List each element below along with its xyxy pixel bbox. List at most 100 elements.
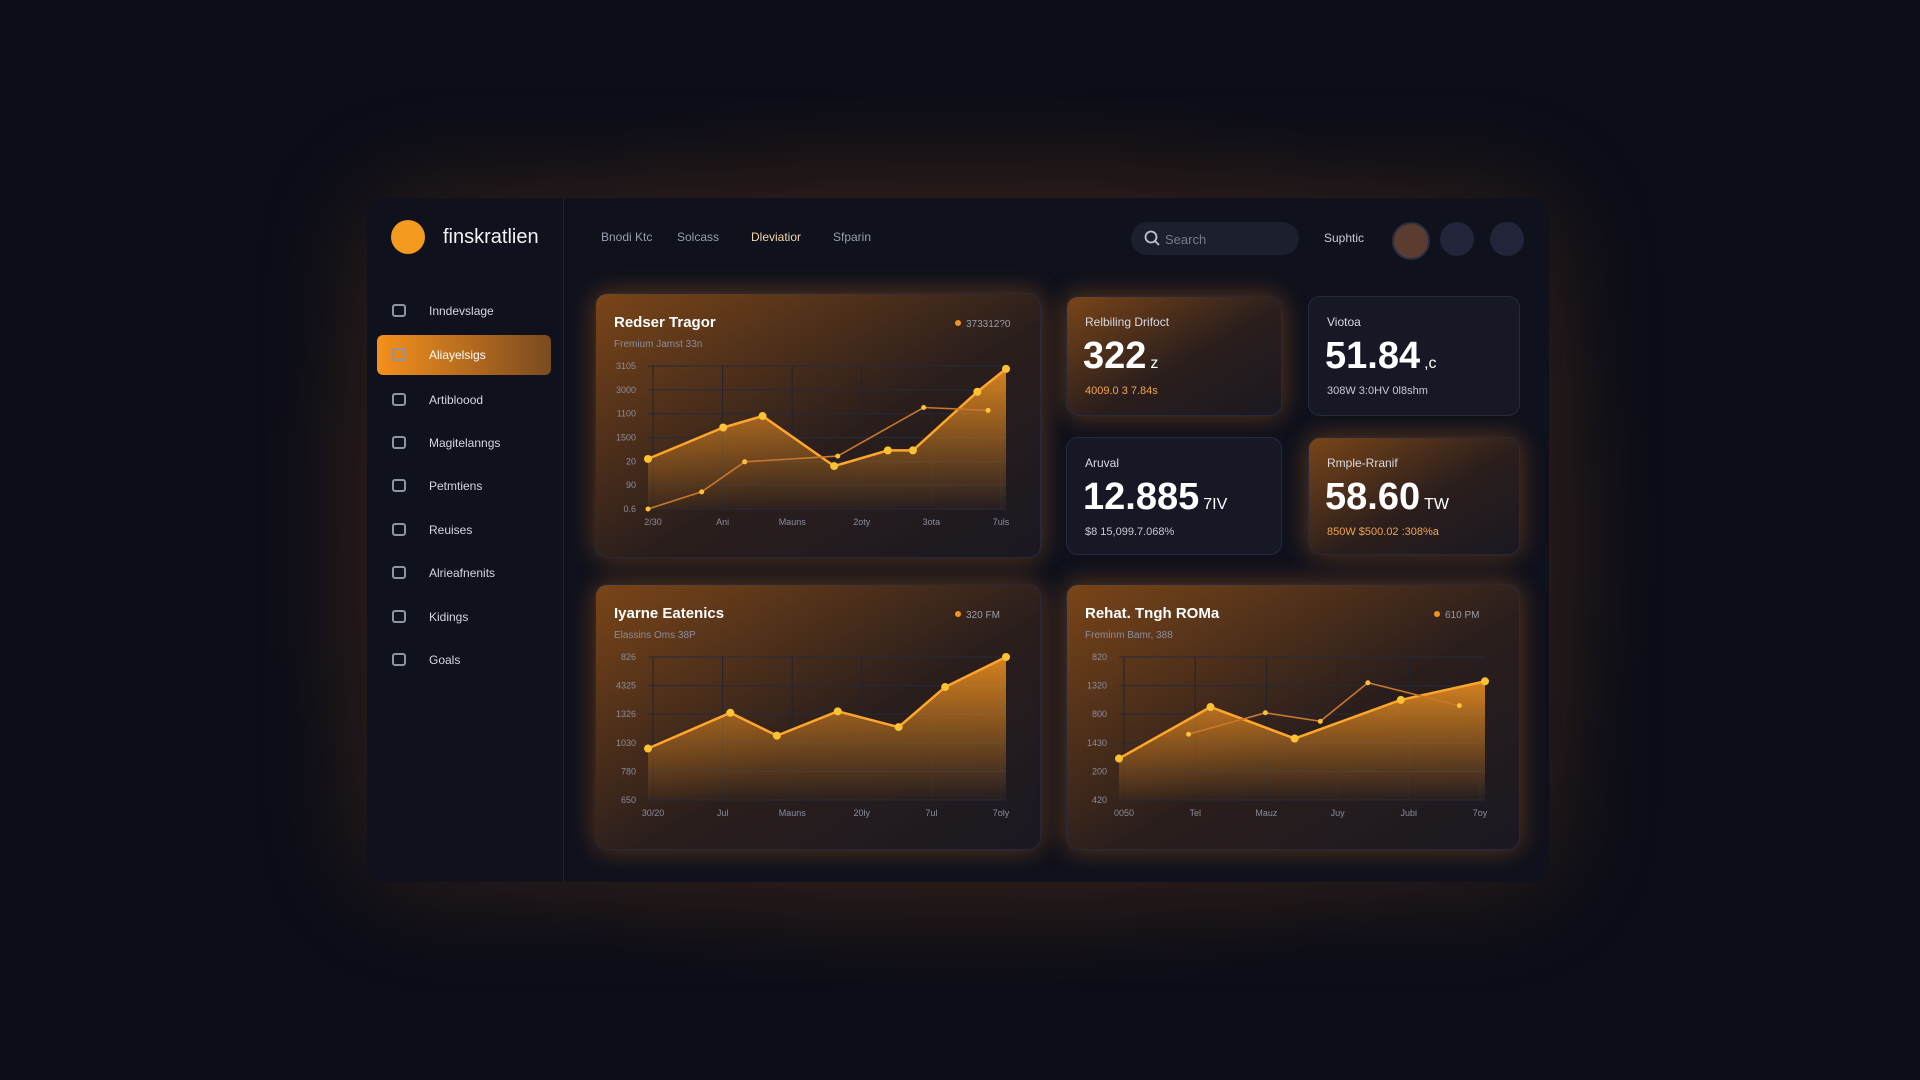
line (647, 367, 1007, 468)
x-tick-label: 0050 (1114, 808, 1134, 818)
chart-subtitle: Elassins Oms 38P (614, 630, 696, 641)
tab[interactable]: Bnodi Ktc (601, 230, 653, 244)
nav-icon (392, 479, 406, 492)
nav-icon (392, 653, 406, 666)
nav-item[interactable]: Alrieafnenits (377, 553, 551, 593)
point (1262, 710, 1268, 716)
chart: Iyarne Eatenics Elassins Oms 38P 320 FM 826… (614, 605, 1010, 818)
y-tick-label: 0.6 (623, 504, 636, 514)
brand: finskratlien (443, 226, 539, 248)
y-tick-label: 90 (626, 480, 636, 490)
user-name[interactable]: Suphtic (1324, 231, 1365, 245)
nav-item[interactable]: Reuises (377, 510, 551, 550)
y-tick-label: 820 (1092, 652, 1107, 662)
y-tick-label: 420 (1092, 795, 1107, 805)
search[interactable]: Search (1131, 222, 1299, 255)
legend-label: 320 FM (966, 610, 1000, 621)
nav-label: Petmtiens (429, 479, 483, 493)
search-icon (1144, 230, 1160, 246)
point (921, 404, 927, 410)
x-tick-label: Ani (716, 517, 729, 527)
point (645, 506, 651, 512)
nav-item[interactable]: Kidings (377, 597, 551, 637)
x-tick-label: Jul (717, 808, 729, 818)
nav-item[interactable]: Goals (377, 640, 551, 680)
point (1002, 653, 1010, 661)
point (973, 387, 982, 396)
line (647, 406, 989, 510)
point (699, 489, 705, 495)
point (1396, 695, 1405, 704)
stat-value: 51.84 ,c (1325, 335, 1437, 378)
search-placeholder: Search (1165, 232, 1207, 247)
y-tick-label: 3000 (616, 385, 636, 395)
logo (391, 220, 425, 254)
nav-icon (392, 610, 406, 623)
point (830, 462, 839, 471)
point (941, 683, 950, 692)
point (883, 446, 892, 455)
notification-button[interactable] (1440, 222, 1474, 256)
legend-label: 373312?0 (966, 319, 1011, 330)
nav-label: Kidings (429, 610, 469, 624)
stat-unit: z (1150, 355, 1159, 372)
point (833, 707, 842, 716)
avatar[interactable] (1392, 222, 1430, 260)
nav-item[interactable]: Petmtiens (377, 466, 551, 506)
legend-label: 610 PM (1445, 610, 1479, 621)
tab[interactable]: Dleviatior (751, 230, 802, 244)
point (1365, 680, 1371, 686)
nav-item[interactable]: Aliayelsigs (377, 335, 551, 375)
x-tick-label: Juy (1331, 808, 1346, 818)
x-tick-label: Mauz (1255, 808, 1278, 818)
nav-item[interactable]: Inndevslage (377, 291, 551, 331)
chart-subtitle: Fremium Jamst 33n (614, 339, 702, 350)
stat-value: 58.60 TW (1325, 476, 1449, 519)
y-tick-label: 780 (621, 766, 636, 776)
point (644, 454, 652, 463)
legend-dot (1434, 611, 1440, 617)
nav-label: Goals (429, 653, 461, 667)
x-tick-label: 7ul (925, 808, 937, 818)
point (644, 744, 652, 753)
point (772, 731, 781, 740)
tab[interactable]: Sfparin (833, 230, 872, 244)
point (1186, 731, 1192, 737)
y-tick-label: 4325 (616, 681, 636, 691)
y-tick-label: 20 (626, 456, 636, 466)
nav-icon (392, 566, 406, 579)
stat-card: Aruval 12.885 7IV $8 15,099.7.068% (1066, 437, 1282, 555)
stat-label: Aruval (1085, 456, 1120, 470)
x-tick-label: Mauns (779, 517, 807, 527)
y-tick-label: 826 (621, 652, 636, 662)
point (985, 407, 991, 413)
tab[interactable]: Solcass (677, 230, 720, 244)
nav-icon (392, 304, 406, 317)
nav-label: Reuises (429, 523, 473, 537)
nav-icon (392, 523, 406, 536)
x-tick-label: 2oty (853, 517, 871, 527)
nav-icon (392, 393, 406, 406)
y-tick-label: 1030 (616, 738, 636, 748)
nav-label: Magitelanngs (429, 436, 501, 450)
dashboard: finskratlien Inndevslage Aliayelsigs Artib… (367, 198, 1549, 882)
point (1206, 703, 1215, 712)
stat-card: Relbiling Drifoct 322 z 4009.0 3 7.84s (1066, 296, 1282, 416)
nav-item[interactable]: Artibloood (377, 380, 551, 420)
menu-button[interactable] (1490, 222, 1524, 256)
stat-label: Relbiling Drifoct (1085, 315, 1170, 329)
y-tick-label: 3105 (616, 361, 636, 371)
stat-sub: 850W $500.02 :308%a (1327, 526, 1439, 538)
point (719, 423, 728, 432)
x-tick-label: 7uls (993, 517, 1010, 527)
y-tick-label: 1430 (1087, 738, 1107, 748)
point (758, 412, 767, 421)
stat-label: Rmple-Rranif (1327, 456, 1398, 470)
point (1115, 754, 1123, 763)
nav-item[interactable]: Magitelanngs (377, 423, 551, 463)
stat-unit: ,c (1424, 355, 1437, 372)
x-tick-label: 20ly (854, 808, 871, 818)
x-tick-label: 2/30 (644, 517, 662, 527)
x-tick-label: Jubi (1401, 808, 1418, 818)
